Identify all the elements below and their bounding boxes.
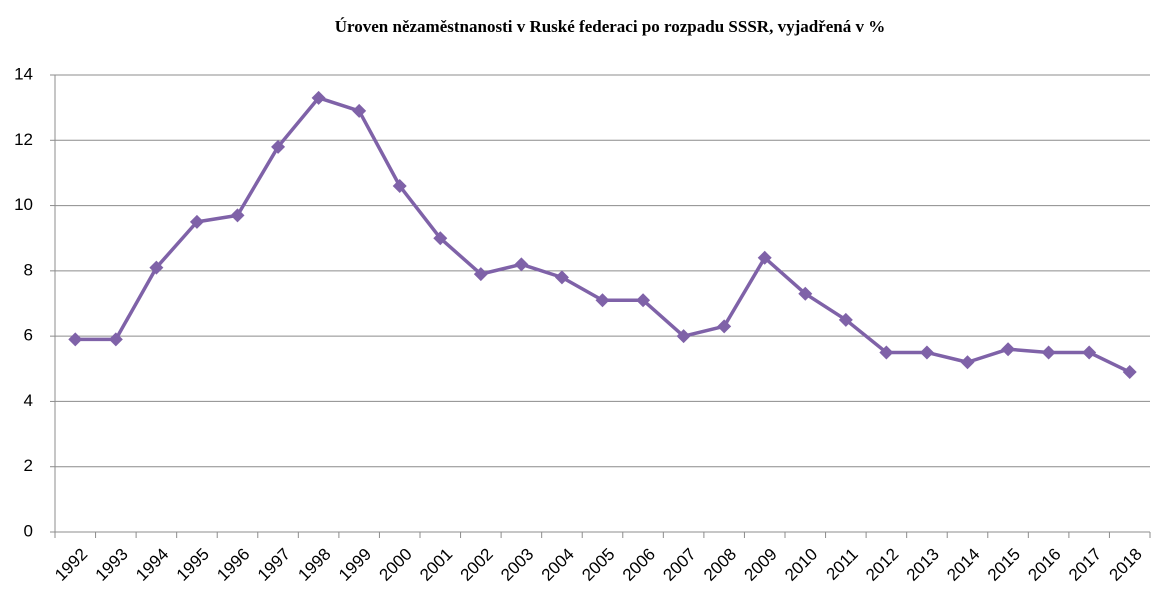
x-tick-label: 1992 [51, 545, 91, 585]
marker [514, 257, 529, 272]
y-tick-label: 12 [14, 130, 33, 149]
x-tick-label: 2017 [1065, 545, 1105, 585]
marker [230, 208, 245, 223]
x-tick-label: 2011 [823, 545, 862, 584]
x-tick-label: 1998 [294, 545, 334, 585]
marker [1001, 342, 1016, 357]
marker [473, 267, 488, 282]
marker [1041, 345, 1056, 360]
marker [879, 345, 894, 360]
x-tick-label: 2012 [862, 545, 902, 585]
marker [271, 139, 286, 154]
x-tick-label: 2001 [416, 545, 456, 585]
x-tick-label: 2010 [781, 545, 821, 585]
marker [717, 319, 732, 334]
marker [919, 345, 934, 360]
x-tick-label: 2002 [457, 545, 497, 585]
x-tick-label: 2009 [741, 545, 781, 585]
x-tick-label: 2014 [943, 545, 983, 585]
marker [149, 260, 164, 275]
marker [595, 293, 610, 308]
x-tick-label: 1997 [254, 545, 294, 585]
x-tick-label: 1995 [173, 545, 213, 585]
marker [311, 90, 326, 105]
marker [554, 270, 569, 285]
marker [392, 178, 407, 193]
x-tick-label: 2004 [538, 545, 578, 585]
y-tick-label: 8 [24, 260, 33, 279]
x-tick-label: 2007 [659, 545, 699, 585]
x-tick-label: 1999 [335, 545, 375, 585]
x-tick-label: 1993 [92, 545, 132, 585]
y-tick-label: 6 [24, 326, 33, 345]
x-tick-label: 1994 [132, 545, 172, 585]
marker [189, 214, 204, 229]
marker [68, 332, 83, 347]
x-tick-label: 2006 [619, 545, 659, 585]
x-tick-label: 2003 [497, 545, 537, 585]
y-tick-label: 2 [24, 456, 33, 475]
x-tick-label: 2008 [700, 545, 740, 585]
x-tick-label: 2016 [1024, 545, 1064, 585]
x-tick-label: 2005 [578, 545, 618, 585]
marker [676, 329, 691, 344]
y-tick-label: 10 [14, 195, 33, 214]
marker [798, 286, 813, 301]
marker [352, 103, 367, 118]
y-tick-label: 14 [14, 64, 33, 83]
marker [433, 231, 448, 246]
y-tick-label: 0 [24, 521, 33, 540]
x-tick-label: 2000 [376, 545, 416, 585]
marker [108, 332, 123, 347]
marker [1082, 345, 1097, 360]
marker [838, 312, 853, 327]
marker [636, 293, 651, 308]
x-tick-label: 2013 [903, 545, 943, 585]
y-tick-label: 4 [24, 391, 33, 410]
marker [960, 355, 975, 370]
marker [1122, 365, 1137, 380]
marker [757, 250, 772, 265]
line [75, 96, 1131, 374]
x-tick-label: 2018 [1106, 545, 1146, 585]
x-tick-label: 1996 [213, 545, 253, 585]
x-tick-label: 2015 [984, 545, 1024, 585]
chart-title: Úroven nězaměstnanosti v Ruské federaci … [335, 17, 885, 36]
